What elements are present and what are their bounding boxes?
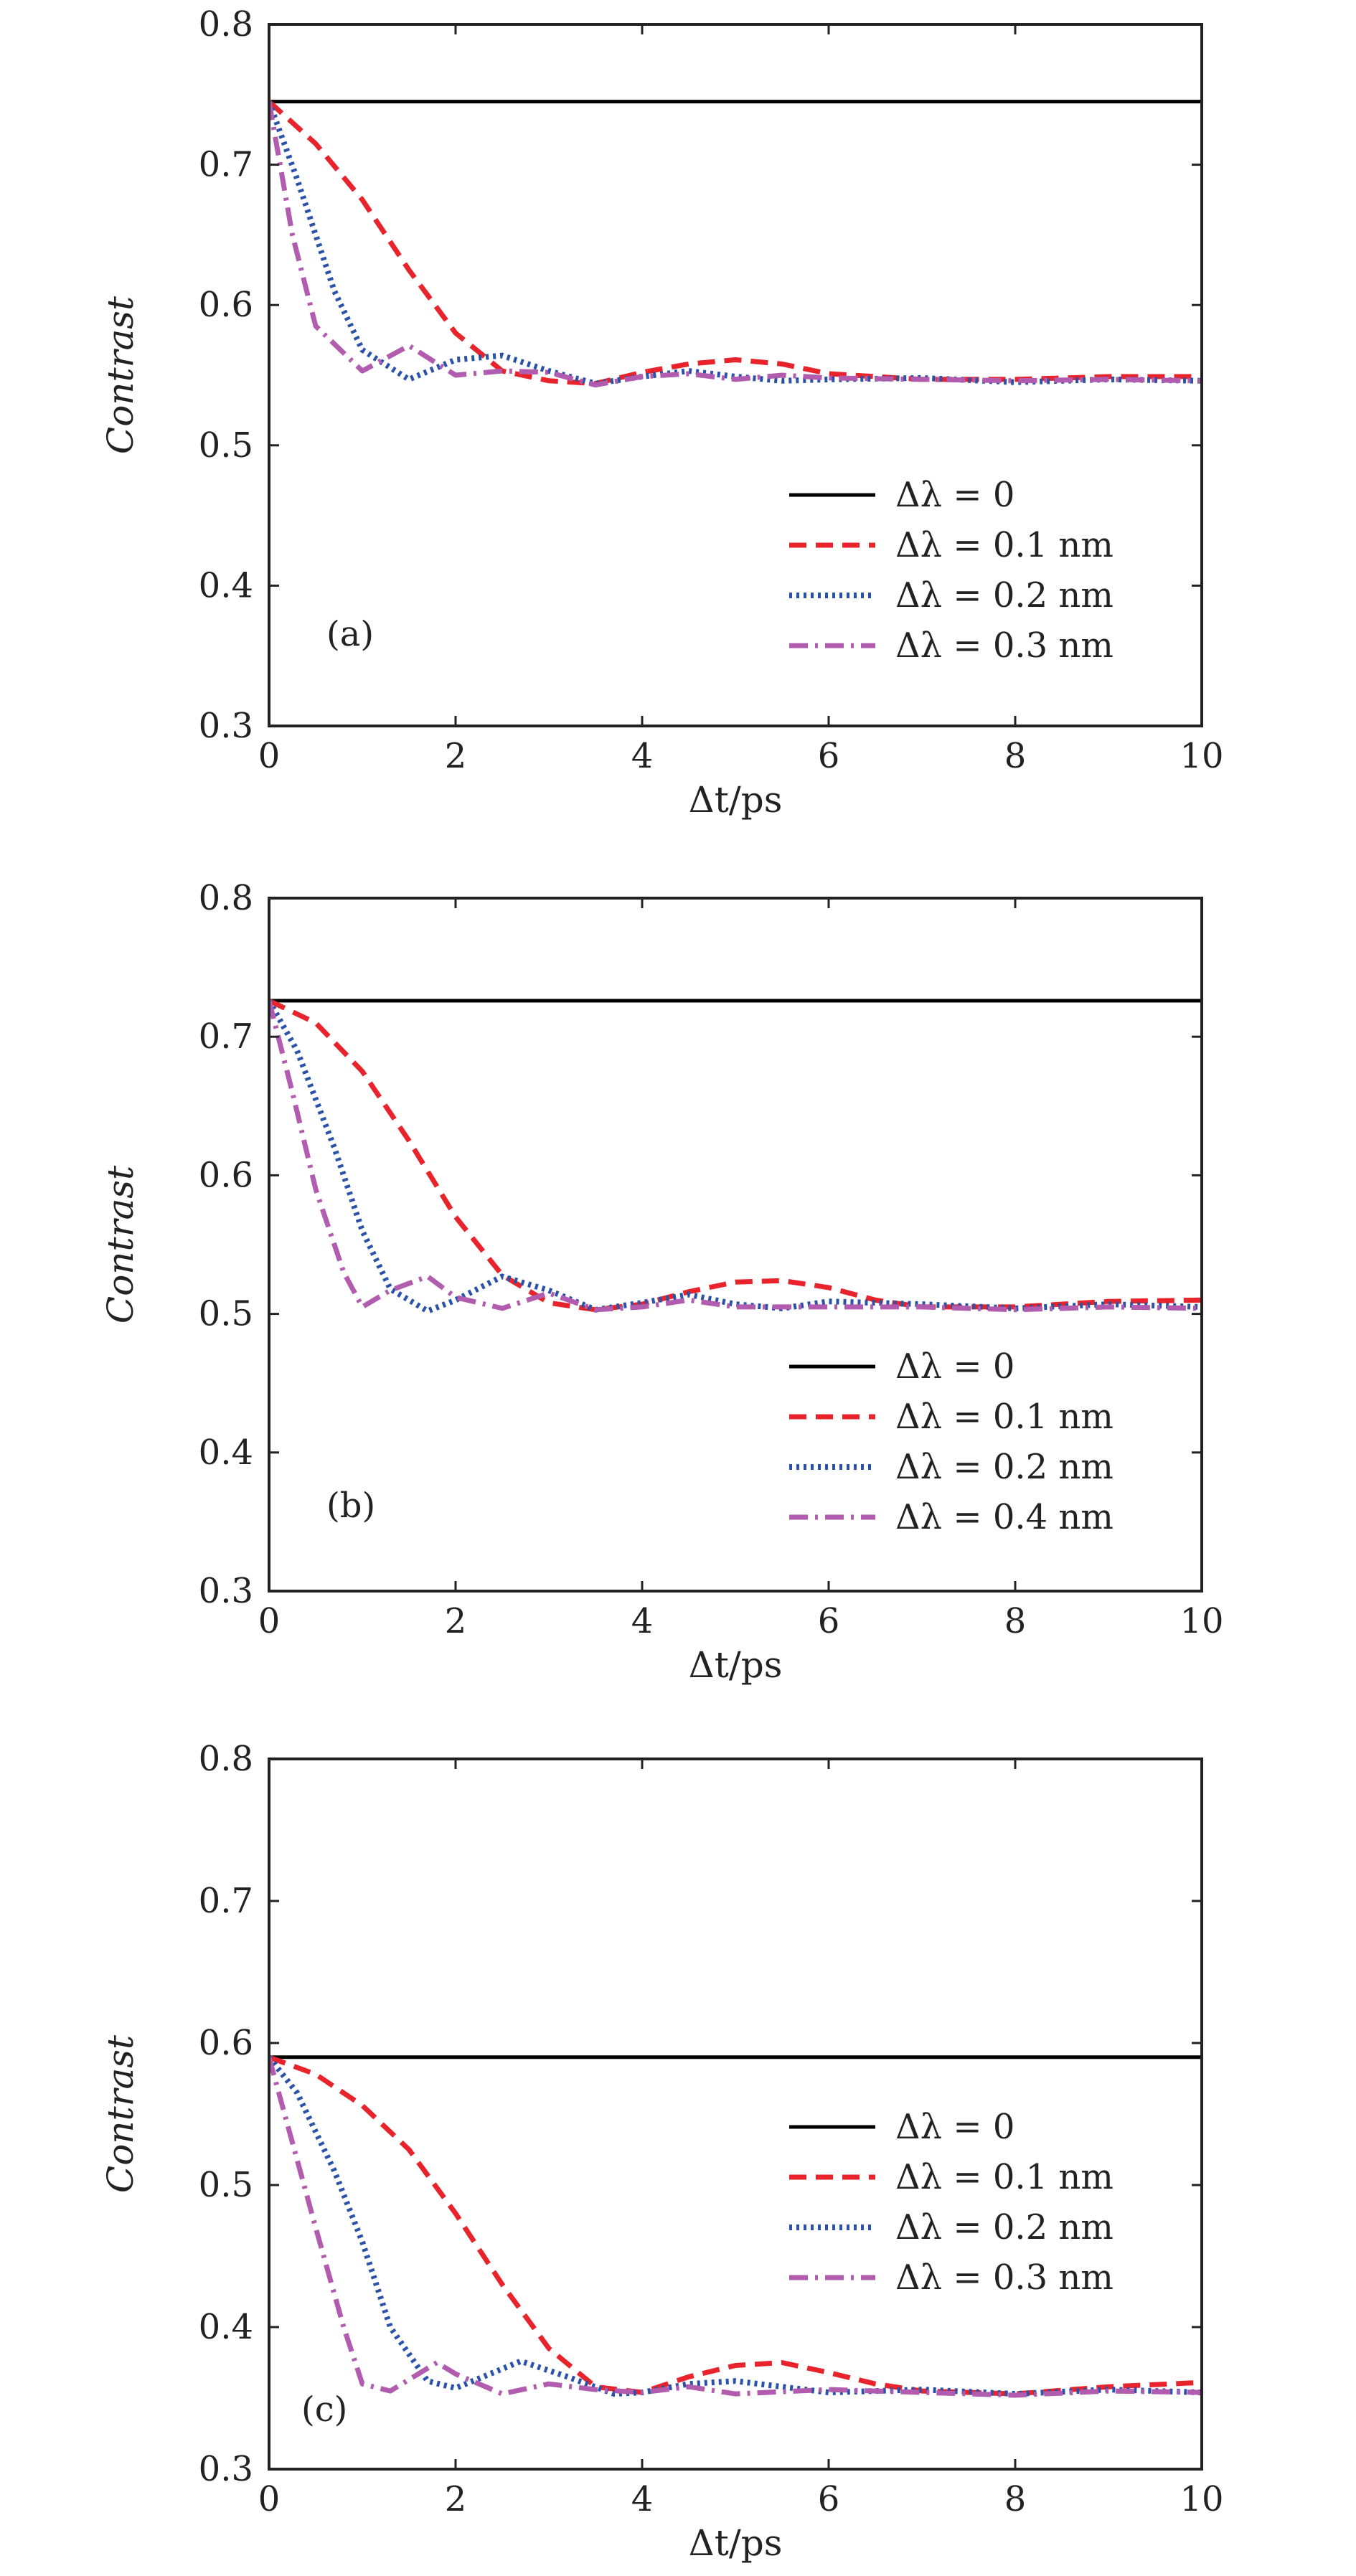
legend-entry: Δλ = 0	[895, 475, 1014, 515]
plot-frame	[268, 23, 1203, 727]
legend-entry: Δλ = 0.1 nm	[895, 525, 1113, 565]
legend-entry: Δλ = 0.3 nm	[895, 626, 1113, 666]
x-tick-label: 10	[1180, 736, 1223, 776]
legend-entry: Δλ = 0.3 nm	[895, 2257, 1113, 2298]
x-tick-label: 4	[631, 736, 654, 776]
x-tick-label: 6	[818, 736, 840, 776]
x-tick-label: 6	[818, 1601, 840, 1641]
x-tick-label: 0	[258, 2479, 281, 2519]
x-tick-label: 0	[258, 736, 281, 776]
y-tick-label: 0.4	[199, 565, 253, 605]
plot-frame	[268, 1758, 1203, 2471]
x-tick-label: 2	[445, 1601, 467, 1641]
y-tick-label: 0.7	[199, 1016, 253, 1057]
panel-label: (c)	[301, 2389, 347, 2430]
plot-frame	[268, 897, 1203, 1593]
chart-panel: 0 2 4 6 8 10 0.3 0.4 0.5 0.6 0.7 0.8 Δt/ps Contrast (a…	[100, 4, 1224, 821]
y-tick-label: 0.5	[199, 2165, 253, 2205]
x-tick-label: 4	[631, 2479, 654, 2519]
legend-entry: Δλ = 0	[895, 1346, 1014, 1387]
y-tick-label: 0.5	[199, 1294, 253, 1334]
series-line	[269, 1000, 1202, 1313]
series-lines	[269, 998, 1202, 1314]
x-axis-label: Δt/ps	[689, 1644, 783, 1686]
chart-panel: 0 2 4 6 8 10 0.3 0.4 0.5 0.6 0.7 0.8 Δt/ps Contrast (b…	[100, 878, 1224, 1686]
series-line	[269, 100, 1202, 387]
y-tick-label: 0.8	[199, 878, 253, 918]
y-tick-label: 0.8	[199, 1739, 253, 1779]
y-tick-label: 0.7	[199, 145, 253, 185]
panel-label: (a)	[326, 614, 374, 654]
x-tick-label: 2	[445, 736, 467, 776]
legend-entry: Δλ = 0.2 nm	[895, 1447, 1113, 1487]
series-lines	[269, 100, 1202, 388]
y-axis-label: Contrast	[100, 1165, 141, 1324]
y-tick-label: 0.4	[199, 2307, 253, 2347]
series-line	[269, 100, 1202, 387]
legend-entry: Δλ = 0.4 nm	[895, 1497, 1113, 1537]
series-lines	[269, 2054, 1202, 2398]
y-tick-label: 0.6	[199, 285, 253, 325]
series-line	[269, 2054, 1202, 2397]
legend: Δλ = 0 Δλ = 0.1 nm Δλ = 0.2 nm Δλ = 0.3 nm	[789, 475, 1113, 666]
chart-panel: 0 2 4 6 8 10 0.3 0.4 0.5 0.6 0.7 0.8 Δt/ps Contrast (c…	[100, 1739, 1224, 2564]
y-tick-label: 0.3	[199, 1571, 253, 1611]
y-tick-label: 0.5	[199, 425, 253, 466]
y-tick-label: 0.4	[199, 1433, 253, 1473]
panel-label: (b)	[326, 1486, 375, 1526]
legend: Δλ = 0 Δλ = 0.1 nm Δλ = 0.2 nm Δλ = 0.4 nm	[789, 1346, 1113, 1537]
x-tick-label: 10	[1180, 2479, 1223, 2519]
y-tick-label: 0.3	[199, 706, 253, 746]
series-line	[269, 100, 1202, 388]
legend-entry: Δλ = 0.1 nm	[895, 1397, 1113, 1437]
series-line	[269, 999, 1202, 1314]
y-tick-label: 0.7	[199, 1881, 253, 1921]
legend-entry: Δλ = 0.1 nm	[895, 2157, 1113, 2197]
x-axis-label: Δt/ps	[689, 2522, 783, 2564]
y-tick-label: 0.8	[199, 4, 253, 44]
x-tick-label: 8	[1004, 736, 1027, 776]
x-tick-label: 8	[1004, 1601, 1027, 1641]
x-tick-label: 6	[818, 2479, 840, 2519]
series-line	[269, 2055, 1202, 2397]
x-axis-label: Δt/ps	[689, 779, 783, 821]
y-axis-label: Contrast	[100, 2034, 141, 2193]
x-tick-label: 4	[631, 1601, 654, 1641]
y-tick-label: 0.6	[199, 2023, 253, 2063]
x-tick-label: 0	[258, 1601, 281, 1641]
x-tick-label: 10	[1180, 1601, 1223, 1641]
series-line	[269, 2056, 1202, 2398]
series-line	[269, 998, 1202, 1313]
y-tick-label: 0.6	[199, 1155, 253, 1195]
y-axis-label: Contrast	[100, 296, 141, 454]
y-tick-label: 0.3	[199, 2449, 253, 2489]
legend: Δλ = 0 Δλ = 0.1 nm Δλ = 0.2 nm Δλ = 0.3 nm	[789, 2107, 1113, 2298]
legend-entry: Δλ = 0.2 nm	[895, 575, 1113, 615]
legend-entry: Δλ = 0.2 nm	[895, 2207, 1113, 2247]
x-tick-label: 8	[1004, 2479, 1027, 2519]
legend-entry: Δλ = 0	[895, 2107, 1014, 2147]
x-tick-label: 2	[445, 2479, 467, 2519]
